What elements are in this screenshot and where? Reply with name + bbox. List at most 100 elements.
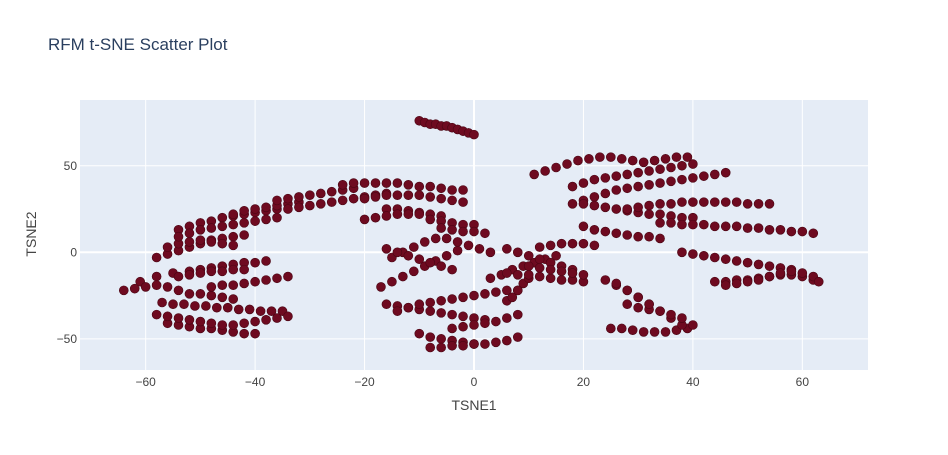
scatter-point — [403, 190, 414, 200]
y-tick-label: −50 — [57, 332, 78, 346]
scatter-point — [337, 180, 348, 190]
scatter-point — [447, 185, 457, 195]
scatter-point — [458, 185, 468, 195]
scatter-point — [786, 226, 797, 237]
scatter-point — [425, 214, 436, 225]
scatter-point — [633, 231, 643, 242]
scatter-point — [469, 320, 479, 330]
scatter-point — [201, 301, 211, 311]
scatter-point — [611, 278, 622, 289]
scatter-point — [589, 174, 600, 185]
scatter-point — [485, 247, 496, 258]
scatter-point — [534, 254, 545, 265]
x-tick-label: −20 — [354, 375, 375, 389]
scatter-point — [283, 311, 293, 322]
scatter-point — [195, 235, 206, 245]
scatter-point — [436, 295, 446, 306]
scatter-point — [283, 193, 293, 204]
scatter-point — [173, 313, 184, 323]
scatter-point — [206, 318, 217, 329]
scatter-point — [190, 301, 200, 311]
scatter-point — [469, 339, 479, 349]
scatter-point — [644, 180, 654, 190]
scatter-point — [600, 173, 611, 183]
scatter-point — [239, 318, 249, 329]
scatter-point — [742, 257, 753, 268]
scatter-point — [305, 200, 315, 211]
scatter-point — [409, 242, 419, 252]
scatter-point — [206, 223, 217, 233]
scatter-point — [151, 309, 162, 320]
scatter-point — [551, 250, 561, 261]
scatter-point — [644, 231, 654, 242]
scatter-point — [611, 171, 622, 181]
scatter-point — [184, 237, 195, 247]
data-points — [118, 115, 824, 353]
scatter-point — [129, 283, 140, 294]
scatter-point — [250, 216, 260, 226]
scatter-point — [813, 276, 824, 287]
scatter-point — [195, 268, 206, 278]
scatter-point — [480, 318, 490, 329]
scatter-point — [458, 292, 468, 303]
scatter-point — [797, 226, 808, 237]
scatter-point — [315, 188, 326, 199]
scatter-point — [425, 181, 436, 192]
scatter-point — [480, 228, 490, 239]
scatter-point — [709, 252, 720, 263]
scatter-point — [567, 181, 578, 192]
scatter-point — [403, 302, 414, 313]
scatter-point — [326, 197, 337, 207]
scatter-point — [677, 174, 687, 185]
scatter-point — [764, 199, 775, 209]
scatter-point — [523, 261, 534, 271]
scatter-point — [162, 282, 173, 292]
scatter-point — [584, 154, 594, 164]
scatter-point — [556, 275, 567, 285]
scatter-point — [600, 226, 611, 237]
scatter-point — [666, 218, 676, 228]
scatter-point — [425, 192, 436, 202]
scatter-point — [118, 285, 129, 296]
scatter-point — [480, 289, 490, 299]
scatter-point — [699, 171, 709, 181]
scatter-point — [447, 195, 457, 206]
scatter-point — [540, 166, 550, 176]
scatter-point — [261, 256, 271, 266]
scatter-point — [616, 154, 627, 164]
scatter-point — [764, 261, 775, 271]
scatter-point — [217, 212, 228, 223]
scatter-point — [294, 202, 304, 213]
scatter-point — [217, 221, 228, 232]
scatter-point — [359, 193, 370, 204]
scatter-point — [709, 197, 720, 207]
scatter-point — [261, 275, 271, 285]
scatter-point — [742, 223, 753, 233]
scatter-point — [644, 166, 654, 176]
scatter-point — [414, 181, 425, 192]
scatter-point — [272, 313, 282, 323]
scatter-point — [616, 323, 627, 334]
scatter-point — [688, 219, 698, 230]
scatter-point — [414, 190, 425, 200]
scatter-point — [419, 237, 430, 247]
scatter-point — [168, 299, 178, 310]
scatter-point — [315, 199, 326, 209]
scatter-point — [392, 209, 403, 220]
scatter-point — [633, 202, 643, 213]
scatter-point — [233, 304, 244, 315]
scatter-point — [212, 302, 222, 313]
scatter-point — [272, 195, 282, 206]
scatter-point — [556, 266, 567, 277]
y-axis-title: TSNE2 — [23, 211, 39, 256]
scatter-point — [562, 159, 572, 169]
scatter-point — [622, 204, 633, 214]
scatter-point — [436, 193, 446, 204]
y-tick-labels: −50 0 50 — [57, 159, 78, 346]
scatter-point — [699, 250, 709, 261]
scatter-point — [480, 339, 490, 349]
scatter-point — [753, 223, 764, 233]
scatter-point — [688, 159, 698, 169]
scatter-point — [644, 209, 654, 220]
scatter-point — [491, 316, 501, 327]
